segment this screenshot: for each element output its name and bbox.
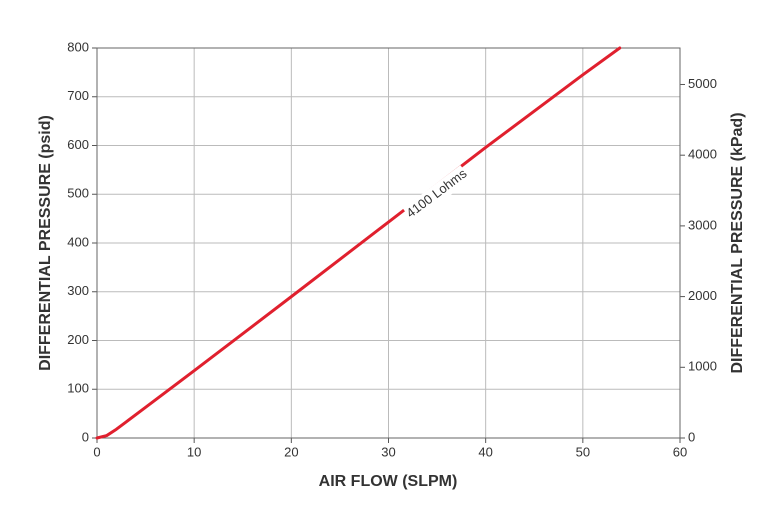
y-axis-title: DIFFERENTIAL PRESSURE (psid) <box>37 115 54 371</box>
y-tick-label: 200 <box>67 332 89 347</box>
y2-tick-label: 4000 <box>688 147 717 162</box>
x-tick-label: 50 <box>576 444 590 459</box>
x-axis-title: AIR FLOW (SLPM) <box>319 473 458 490</box>
y-tick-label: 800 <box>67 39 89 54</box>
plot-frame <box>96 47 681 439</box>
y2-axis-title: DIFFERENTIAL PRESSURE (kPad) <box>729 112 746 373</box>
x-tick-label: 60 <box>673 444 687 459</box>
data-line <box>95 46 622 440</box>
x-tick-label: 20 <box>284 444 298 459</box>
y2-tick-label: 5000 <box>688 76 717 91</box>
y-tick-label: 100 <box>67 381 89 396</box>
y2-tick-label: 2000 <box>688 288 717 303</box>
y2-tick-label: 3000 <box>688 217 717 232</box>
y-tick-label: 0 <box>82 429 89 444</box>
y-tick-label: 500 <box>67 186 89 201</box>
y-tick-label: 400 <box>67 234 89 249</box>
y-tick-label: 600 <box>67 137 89 152</box>
x-tick-label: 0 <box>93 444 100 459</box>
y2-tick-label: 0 <box>688 429 695 444</box>
x-tick-label: 10 <box>187 444 201 459</box>
y2-tick-label: 1000 <box>688 359 717 374</box>
y-tick-label: 700 <box>67 88 89 103</box>
line-label-bg <box>402 165 472 223</box>
x-tick-label: 40 <box>478 444 492 459</box>
x-tick-label: 30 <box>381 444 395 459</box>
y-tick-label: 300 <box>67 283 89 298</box>
